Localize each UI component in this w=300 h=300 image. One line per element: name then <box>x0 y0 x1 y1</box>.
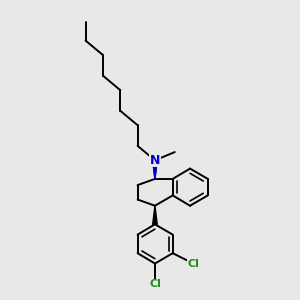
Polygon shape <box>153 160 157 179</box>
Text: N: N <box>150 154 160 167</box>
Polygon shape <box>153 206 157 224</box>
Text: Cl: Cl <box>149 279 161 289</box>
Polygon shape <box>153 160 157 179</box>
Text: Cl: Cl <box>188 259 199 269</box>
